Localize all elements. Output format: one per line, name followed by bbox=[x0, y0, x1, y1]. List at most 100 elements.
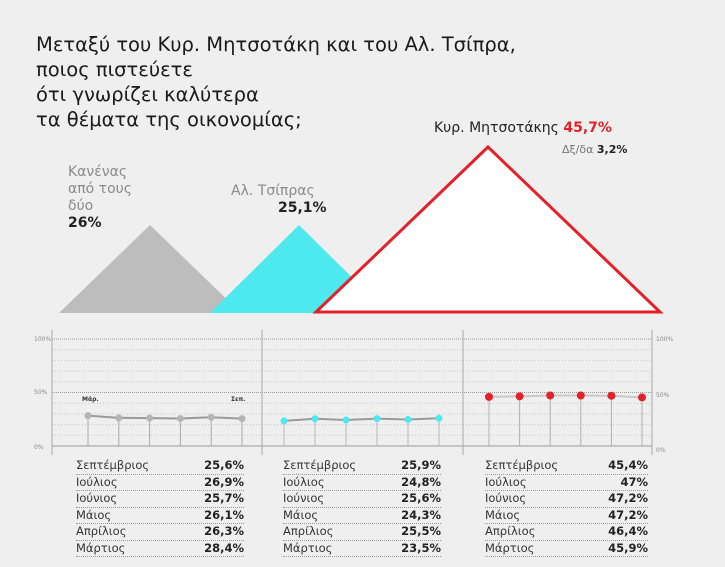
axis-100-left: 100% bbox=[34, 336, 51, 343]
row-month: Μάιος bbox=[76, 507, 112, 522]
table-row: Σεπτέμβριος 25,9% bbox=[283, 458, 441, 475]
triangle-mitsotakis bbox=[312, 144, 664, 314]
row-month: Μάρτιος bbox=[76, 540, 126, 555]
data-point-none bbox=[238, 415, 246, 423]
data-point-mitsotakis bbox=[546, 391, 555, 400]
title-line: ότι γνωρίζει καλύτερα bbox=[36, 83, 259, 106]
data-point-tsipras bbox=[435, 414, 443, 422]
chart-title: Μεταξύ του Κυρ. Μητσοτάκη και του Αλ. Τσ… bbox=[36, 32, 516, 132]
row-month: Μάρτιος bbox=[485, 540, 535, 555]
row-value: 25,6% bbox=[204, 458, 244, 472]
label-none-value: 26% bbox=[68, 215, 102, 231]
marker-last-month: Σεπ. bbox=[231, 396, 245, 403]
row-value: 26,9% bbox=[204, 474, 244, 489]
table-row: Ιούλιος 24,8% bbox=[283, 474, 441, 491]
row-value: 26,1% bbox=[204, 507, 244, 522]
data-point-mitsotakis bbox=[576, 391, 585, 400]
table-tsipras: Σεπτέμβριος 25,9% Ιούλιος 24,8% Ιούνιος 25,6%… bbox=[283, 458, 441, 557]
table-row: Ιούλιος 26,9% bbox=[76, 474, 244, 491]
row-month: Ιούλιος bbox=[76, 474, 118, 489]
row-value: 25,7% bbox=[204, 491, 244, 505]
data-point-mitsotakis bbox=[515, 392, 524, 401]
marker-first-month: Μάρ. bbox=[82, 396, 99, 403]
row-month: Ιούλιος bbox=[283, 474, 325, 489]
row-value: 47% bbox=[620, 474, 648, 489]
row-month: Ιούνιος bbox=[485, 491, 527, 505]
label-dk-value: 3,2% bbox=[596, 143, 628, 156]
table-row: Μάιος 26,1% bbox=[76, 507, 244, 524]
label-mitsotakis-value: 45,7% bbox=[563, 120, 612, 136]
table-row: Απρίλιος 46,4% bbox=[485, 524, 648, 541]
title-line: ποιος πιστεύετε bbox=[36, 58, 193, 81]
row-value: 28,4% bbox=[204, 540, 244, 555]
data-point-tsipras bbox=[311, 415, 319, 423]
label-none-line: Κανένας bbox=[68, 164, 128, 180]
data-point-tsipras bbox=[342, 416, 350, 424]
row-month: Μάιος bbox=[485, 507, 521, 522]
title-line: τα θέματα της οικονομίας; bbox=[36, 108, 302, 131]
data-point-tsipras bbox=[373, 415, 381, 423]
data-point-none bbox=[176, 415, 184, 423]
data-point-none bbox=[207, 413, 215, 421]
table-row: Ιούλιος 47% bbox=[485, 474, 648, 491]
row-month: Μάρτιος bbox=[283, 540, 333, 555]
table-row: Μάιος 47,2% bbox=[485, 507, 648, 524]
table-row: Μάιος 24,3% bbox=[283, 507, 441, 524]
row-value: 25,9% bbox=[401, 458, 441, 472]
row-value: 25,5% bbox=[401, 524, 441, 538]
row-month: Σεπτέμβριος bbox=[76, 458, 150, 472]
table-row: Μάρτιος 23,5% bbox=[283, 540, 441, 557]
data-point-tsipras bbox=[280, 417, 288, 425]
row-value: 26,3% bbox=[204, 524, 244, 538]
axis-50-left: 50% bbox=[34, 389, 48, 396]
label-none-line: δύο bbox=[68, 198, 94, 214]
row-value: 25,6% bbox=[401, 491, 441, 505]
row-month: Σεπτέμβριος bbox=[283, 458, 357, 472]
label-mitsotakis: Κυρ. Μητσοτάκης 45,7% bbox=[434, 120, 612, 136]
series-line-none bbox=[87, 414, 243, 420]
axis-50-right: 50% bbox=[656, 392, 670, 399]
axis-0-right: 0% bbox=[656, 447, 666, 454]
row-month: Απρίλιος bbox=[76, 524, 127, 538]
table-row: Ιούνιος 25,7% bbox=[76, 491, 244, 508]
row-month: Απρίλιος bbox=[485, 524, 536, 538]
table-row: Απρίλιος 26,3% bbox=[76, 524, 244, 541]
series-line-mitsotakis bbox=[488, 394, 643, 399]
row-value: 46,4% bbox=[608, 524, 648, 538]
table-row: Σεπτέμβριος 45,4% bbox=[485, 458, 648, 475]
row-month: Απρίλιος bbox=[283, 524, 334, 538]
label-none-line: από τους bbox=[68, 181, 132, 197]
row-value: 24,3% bbox=[401, 507, 441, 522]
data-point-mitsotakis bbox=[638, 393, 646, 402]
row-month: Ιούλιος bbox=[485, 474, 527, 489]
triangle-none bbox=[59, 225, 241, 313]
table-none: Σεπτέμβριος 25,6% Ιούλιος 26,9% Ιούνιος 25,7%… bbox=[76, 458, 244, 557]
row-month: Σεπτέμβριος bbox=[485, 458, 559, 472]
axis-100-right: 100% bbox=[656, 336, 673, 343]
label-dk: Δξ/δα 3,2% bbox=[562, 143, 627, 156]
data-point-mitsotakis bbox=[485, 392, 493, 401]
label-none: Κανένας από τους δύο 26% bbox=[68, 164, 132, 232]
row-month: Ιούνιος bbox=[76, 491, 118, 505]
label-dk-name: Δξ/δα bbox=[562, 143, 594, 156]
table-row: Ιούνιος 47,2% bbox=[485, 491, 648, 508]
data-point-none bbox=[84, 412, 92, 420]
row-month: Ιούνιος bbox=[283, 491, 325, 505]
data-point-tsipras bbox=[404, 415, 412, 423]
row-value: 24,8% bbox=[401, 474, 441, 489]
label-mitsotakis-name: Κυρ. Μητσοτάκης bbox=[434, 120, 559, 136]
table-row: Μάρτιος 45,9% bbox=[485, 540, 648, 557]
row-value: 47,2% bbox=[608, 491, 648, 505]
row-value: 47,2% bbox=[608, 507, 648, 522]
data-point-none bbox=[146, 414, 154, 422]
row-value: 45,4% bbox=[608, 458, 648, 472]
table-row: Μάρτιος 28,4% bbox=[76, 540, 244, 557]
series-line-tsipras bbox=[283, 417, 440, 422]
data-point-none bbox=[115, 414, 123, 422]
table-row: Ιούνιος 25,6% bbox=[283, 491, 441, 508]
title-line: Μεταξύ του Κυρ. Μητσοτάκη και του Αλ. Τσ… bbox=[36, 33, 516, 56]
label-tsipras-name: Αλ. Τσίπρας bbox=[231, 183, 315, 199]
label-tsipras: Αλ. Τσίπρας 25,1% bbox=[231, 183, 327, 217]
